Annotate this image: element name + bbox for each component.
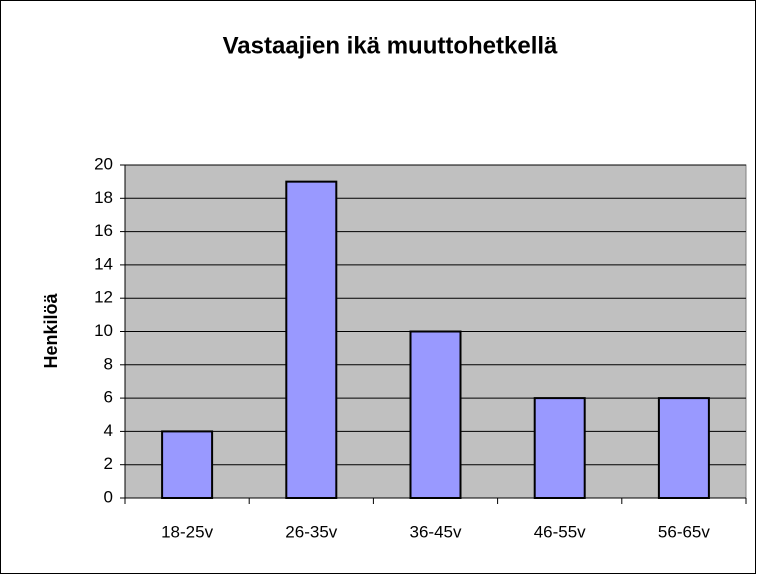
y-tick-label: 14: [94, 254, 113, 273]
y-axis-label: Henkilöä: [41, 293, 61, 369]
y-tick-label: 6: [104, 388, 113, 407]
chart-title: Vastaajien ikä muuttohetkellä: [223, 32, 558, 59]
y-tick-label: 4: [104, 421, 113, 440]
y-tick-label: 18: [94, 188, 113, 207]
x-tick-label: 46-55v: [534, 522, 586, 541]
y-tick-label: 2: [104, 454, 113, 473]
y-tick-label: 0: [104, 487, 113, 506]
y-tick-label: 12: [94, 288, 113, 307]
bar: [285, 180, 338, 499]
x-tick-label: 36-45v: [410, 522, 462, 541]
bar: [533, 397, 586, 500]
y-tick-label: 20: [94, 154, 113, 173]
bar: [657, 397, 710, 500]
x-tick-label: 26-35v: [285, 522, 337, 541]
bar: [161, 430, 214, 499]
y-tick-label: 10: [94, 321, 113, 340]
y-tick-label: 16: [94, 221, 113, 240]
bar: [409, 330, 462, 499]
y-tick-label: 8: [104, 354, 113, 373]
x-tick-label: 56-65v: [658, 522, 710, 541]
x-tick-label: 18-25v: [161, 522, 213, 541]
